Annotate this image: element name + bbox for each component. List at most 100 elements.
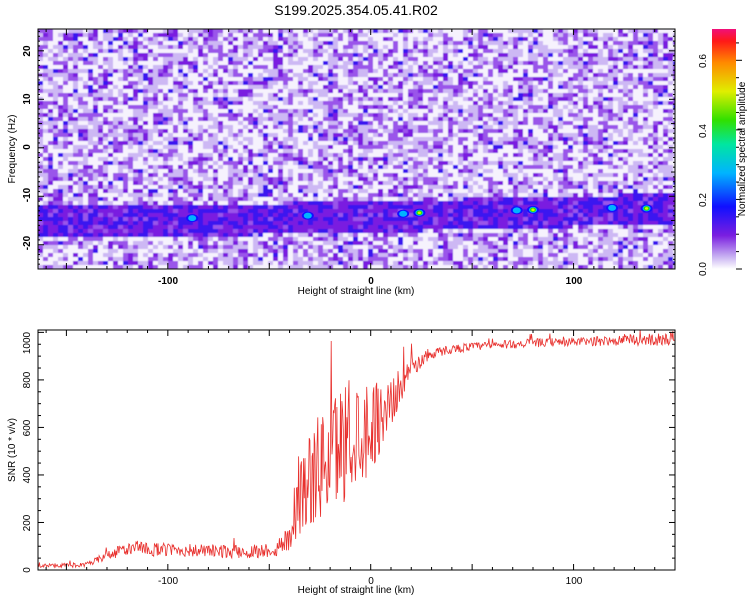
heatmap-cell: [233, 149, 239, 154]
heatmap-cell: [213, 213, 219, 218]
heatmap-cell: [168, 77, 174, 82]
heatmap-cell: [353, 49, 359, 54]
heatmap-cell: [58, 265, 64, 269]
heatmap-cell: [48, 261, 54, 266]
heatmap-cell: [333, 221, 339, 226]
heatmap-cell: [403, 129, 409, 134]
heatmap-cell: [78, 261, 84, 266]
heatmap-cell: [303, 81, 309, 86]
heatmap-cell: [423, 129, 429, 134]
heatmap-cell: [123, 33, 129, 38]
heatmap-cell: [383, 109, 389, 114]
heatmap-cell: [133, 129, 139, 134]
heatmap-cell: [353, 209, 359, 214]
heatmap-cell: [63, 125, 69, 130]
heatmap-cell: [98, 93, 104, 98]
heatmap-cell: [258, 145, 264, 150]
heatmap-cell: [428, 33, 434, 38]
heatmap-cell: [273, 229, 279, 234]
heatmap-cell: [373, 37, 379, 42]
heatmap-cell: [383, 65, 389, 70]
heatmap-cell: [83, 85, 89, 90]
heatmap-cell: [378, 177, 384, 182]
heatmap-cell: [338, 201, 344, 206]
heatmap-cell: [243, 165, 249, 170]
heatmap-cell: [448, 181, 454, 186]
heatmap-cell: [418, 85, 424, 90]
heatmap-cell: [398, 73, 404, 78]
heatmap-cell: [128, 221, 134, 226]
heatmap-cell: [218, 245, 224, 250]
heatmap-cell: [443, 137, 449, 142]
heatmap-cell: [123, 29, 129, 34]
heatmap-cell: [113, 229, 119, 234]
heatmap-cell: [448, 109, 454, 114]
heatmap-cell: [78, 93, 84, 98]
heatmap-cell: [448, 33, 454, 38]
heatmap-cell: [268, 205, 274, 210]
heatmap-cell: [98, 249, 104, 254]
heatmap-cell: [323, 101, 329, 106]
heatmap-cell: [38, 105, 44, 110]
heatmap-cell: [173, 237, 179, 242]
heatmap-cell: [258, 229, 264, 234]
heatmap-cell: [333, 257, 339, 262]
heatmap-cell: [133, 193, 139, 198]
heatmap-cell: [108, 181, 114, 186]
heatmap-cell: [88, 45, 94, 50]
heatmap-cell: [213, 237, 219, 242]
heatmap-cell: [328, 229, 334, 234]
heatmap-cell: [393, 161, 399, 166]
heatmap-cell: [48, 117, 54, 122]
heatmap-cell: [298, 229, 304, 234]
heatmap-cell: [93, 225, 99, 230]
heatmap-cell: [113, 65, 119, 70]
heatmap-cell: [243, 217, 249, 222]
heatmap-cell: [58, 133, 64, 138]
heatmap-cell: [138, 153, 144, 158]
heatmap-cell: [448, 185, 454, 190]
heatmap-cell: [173, 233, 179, 238]
heatmap-cell: [443, 173, 449, 178]
heatmap-cell: [208, 45, 214, 50]
heatmap-cell: [413, 89, 419, 94]
heatmap-cell: [268, 161, 274, 166]
heatmap-cell: [133, 81, 139, 86]
heatmap-cell: [373, 33, 379, 38]
heatmap-cell: [103, 165, 109, 170]
heatmap-cell: [328, 53, 334, 58]
heatmap-cell: [208, 261, 214, 266]
heatmap-cell: [293, 189, 299, 194]
heatmap-cell: [63, 261, 69, 266]
heatmap-cell: [393, 181, 399, 186]
heatmap-cell: [383, 257, 389, 262]
heatmap-cell: [158, 85, 164, 90]
heatmap-cell: [408, 121, 414, 126]
heatmap-cell: [153, 37, 159, 42]
heatmap-cell: [98, 265, 104, 269]
heatmap-cell: [353, 109, 359, 114]
heatmap-cell: [308, 241, 314, 246]
heatmap-cell: [238, 173, 244, 178]
heatmap-cell: [383, 41, 389, 46]
heatmap-cell: [358, 205, 364, 210]
heatmap-cell: [448, 225, 454, 230]
heatmap-cell: [283, 205, 289, 210]
heatmap-cell: [83, 141, 89, 146]
heatmap-cell: [168, 41, 174, 46]
heatmap-cell: [173, 105, 179, 110]
heatmap-cell: [213, 133, 219, 138]
heatmap-cell: [238, 209, 244, 214]
heatmap-cell: [148, 153, 154, 158]
heatmap-cell: [103, 89, 109, 94]
heatmap-cell: [328, 265, 334, 269]
heatmap-cell: [218, 225, 224, 230]
heatmap-cell: [233, 89, 239, 94]
heatmap-cell: [48, 205, 54, 210]
heatmap-cell: [183, 189, 189, 194]
heatmap-cell: [418, 197, 424, 202]
heatmap-cell: [363, 189, 369, 194]
heatmap-cell: [233, 233, 239, 238]
heatmap-cell: [288, 133, 294, 138]
heatmap-cell: [383, 169, 389, 174]
